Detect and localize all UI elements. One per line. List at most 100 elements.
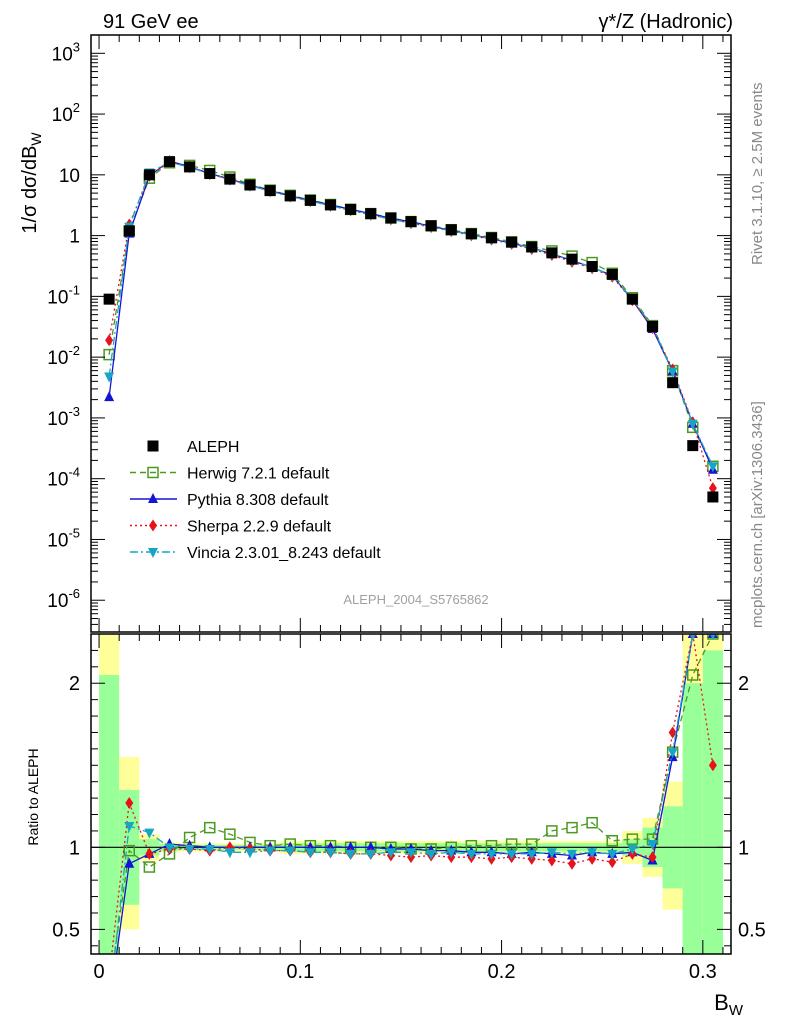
main-y-tick-label: 10 bbox=[59, 166, 80, 187]
main-point-aleph bbox=[687, 440, 699, 452]
legend-marker-aleph bbox=[147, 440, 159, 452]
x-tick-label: 0.1 bbox=[286, 961, 314, 983]
header-left-title: 91 GeV ee bbox=[103, 11, 199, 33]
main-y-tick-label: 1 bbox=[69, 227, 80, 248]
ratio-point-sherpa bbox=[145, 847, 154, 860]
main-y-tick-label: 10-4 bbox=[47, 465, 80, 491]
main-point-aleph bbox=[163, 156, 175, 168]
main-y-tick-label: 10-5 bbox=[47, 525, 80, 551]
ratio-y-axis-label: Ratio to ALEPH bbox=[25, 748, 41, 845]
ratio-point-vincia bbox=[144, 828, 155, 839]
main-point-aleph bbox=[586, 261, 598, 273]
main-point-aleph bbox=[345, 203, 357, 215]
ratio-point-vincia bbox=[627, 844, 638, 855]
main-point-aleph bbox=[647, 320, 659, 332]
ratio-y-tick-label: 0.5 bbox=[52, 919, 80, 941]
legend-marker-pythia bbox=[148, 493, 158, 503]
main-point-aleph bbox=[425, 220, 437, 232]
ratio-point-sherpa bbox=[125, 797, 134, 810]
main-point-vincia bbox=[707, 462, 718, 473]
ratio-point-sherpa bbox=[668, 726, 677, 739]
main-line-herwig bbox=[108, 162, 714, 467]
ratio-point-sherpa bbox=[608, 856, 617, 869]
main-series-group bbox=[103, 155, 719, 503]
ratio-point-herwig bbox=[626, 833, 639, 845]
main-point-aleph bbox=[546, 247, 558, 259]
main-point-aleph bbox=[184, 161, 196, 173]
main-point-aleph bbox=[486, 232, 498, 244]
main-point-aleph bbox=[566, 253, 578, 265]
ratio-point-herwig bbox=[586, 816, 598, 829]
ratio-point-vincia bbox=[506, 849, 517, 860]
main-point-aleph bbox=[405, 216, 417, 228]
ratio-point-vincia bbox=[466, 849, 477, 860]
ratio-point-vincia bbox=[365, 849, 376, 860]
main-point-aleph bbox=[707, 491, 719, 503]
x-tick-label: 0.3 bbox=[689, 961, 717, 983]
main-point-aleph bbox=[506, 236, 518, 248]
legend-label-herwig: Herwig 7.2.1 default bbox=[187, 466, 330, 483]
ratio-point-herwig bbox=[606, 835, 619, 847]
main-point-aleph bbox=[143, 169, 155, 181]
main-y-tick-label: 10-6 bbox=[47, 586, 80, 612]
main-y-tick-label: 102 bbox=[52, 100, 80, 126]
legend: ALEPH Herwig 7.2.1 default Pythia 8.308 de… bbox=[130, 439, 381, 562]
main-point-aleph bbox=[324, 199, 336, 211]
ratio-point-herwig bbox=[566, 821, 578, 834]
legend-label-sherpa: Sherpa 2.2.9 default bbox=[187, 519, 332, 536]
ratio-point-vincia bbox=[285, 846, 296, 857]
ratio-y-tick-label-right: 2 bbox=[738, 673, 749, 695]
main-point-aleph bbox=[606, 268, 618, 280]
ratio-point-pythia bbox=[124, 857, 135, 868]
ratio-point-sherpa bbox=[568, 857, 577, 870]
ratio-ticks bbox=[91, 633, 731, 954]
main-point-aleph bbox=[626, 293, 638, 305]
ratio-line-herwig bbox=[113, 634, 714, 954]
ratio-point-vincia bbox=[164, 843, 175, 854]
main-point-aleph bbox=[204, 168, 216, 180]
ratio-point-vincia bbox=[587, 848, 598, 859]
main-point-aleph bbox=[264, 185, 276, 197]
ratio-point-vincia bbox=[709, 634, 716, 640]
ratio-point-herwig bbox=[224, 828, 236, 840]
ratio-y-tick-labels: 0.5 0.5 1 1 2 2 bbox=[52, 673, 766, 941]
ratio-point-herwig bbox=[546, 825, 558, 837]
ratio-series-group bbox=[111, 634, 719, 954]
main-point-aleph bbox=[445, 224, 457, 236]
x-tick-label: 0.2 bbox=[488, 961, 516, 983]
ratio-y-tick-label-right: 0.5 bbox=[738, 919, 766, 941]
legend-label-pythia: Pythia 8.308 default bbox=[187, 492, 329, 509]
ratio-point-vincia bbox=[406, 848, 416, 859]
ratio-point-vincia bbox=[667, 748, 678, 759]
ratio-point-vincia bbox=[204, 844, 215, 855]
ratio-point-vincia bbox=[446, 848, 457, 859]
legend-label-aleph: ALEPH bbox=[187, 439, 239, 456]
main-line-vincia bbox=[108, 161, 714, 467]
main-y-axis-label: 1/σ dσ/dBW bbox=[19, 132, 44, 234]
main-point-sherpa bbox=[708, 482, 717, 495]
main-plot-frame bbox=[90, 34, 732, 633]
main-ticks bbox=[91, 34, 731, 633]
ratio-point-herwig bbox=[687, 669, 699, 681]
ratio-y-tick-label: 2 bbox=[69, 673, 80, 695]
ratio-point-sherpa bbox=[708, 759, 717, 772]
main-point-aleph bbox=[667, 377, 679, 389]
ratio-point-vincia bbox=[689, 634, 696, 640]
legend-label-vincia: Vincia 2.3.01_8.243 default bbox=[187, 545, 381, 562]
legend-marker-herwig bbox=[147, 466, 159, 479]
ratio-point-vincia bbox=[244, 848, 255, 859]
ratio-point-vincia bbox=[546, 848, 557, 859]
ratio-point-sherpa bbox=[588, 852, 597, 865]
ratio-point-vincia bbox=[345, 849, 356, 860]
main-y-tick-label: 10-3 bbox=[47, 404, 80, 430]
main-point-vincia bbox=[687, 419, 698, 430]
main-point-vincia bbox=[104, 372, 115, 383]
ratio-point-herwig bbox=[203, 821, 216, 834]
main-point-aleph bbox=[103, 293, 115, 305]
ratio-point-pythia bbox=[365, 841, 376, 852]
ratio-point-sherpa bbox=[547, 854, 556, 867]
ratio-point-herwig bbox=[505, 838, 518, 850]
main-point-aleph bbox=[526, 241, 538, 253]
